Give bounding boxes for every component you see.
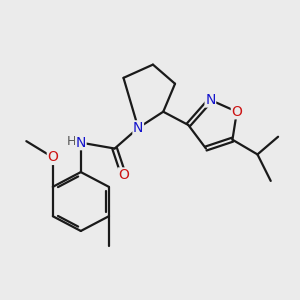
- Text: O: O: [118, 168, 129, 182]
- Text: N: N: [133, 121, 143, 135]
- Text: H: H: [67, 135, 76, 148]
- Text: N: N: [76, 136, 86, 150]
- Text: O: O: [231, 105, 242, 119]
- Text: N: N: [205, 93, 215, 107]
- Text: O: O: [47, 150, 58, 164]
